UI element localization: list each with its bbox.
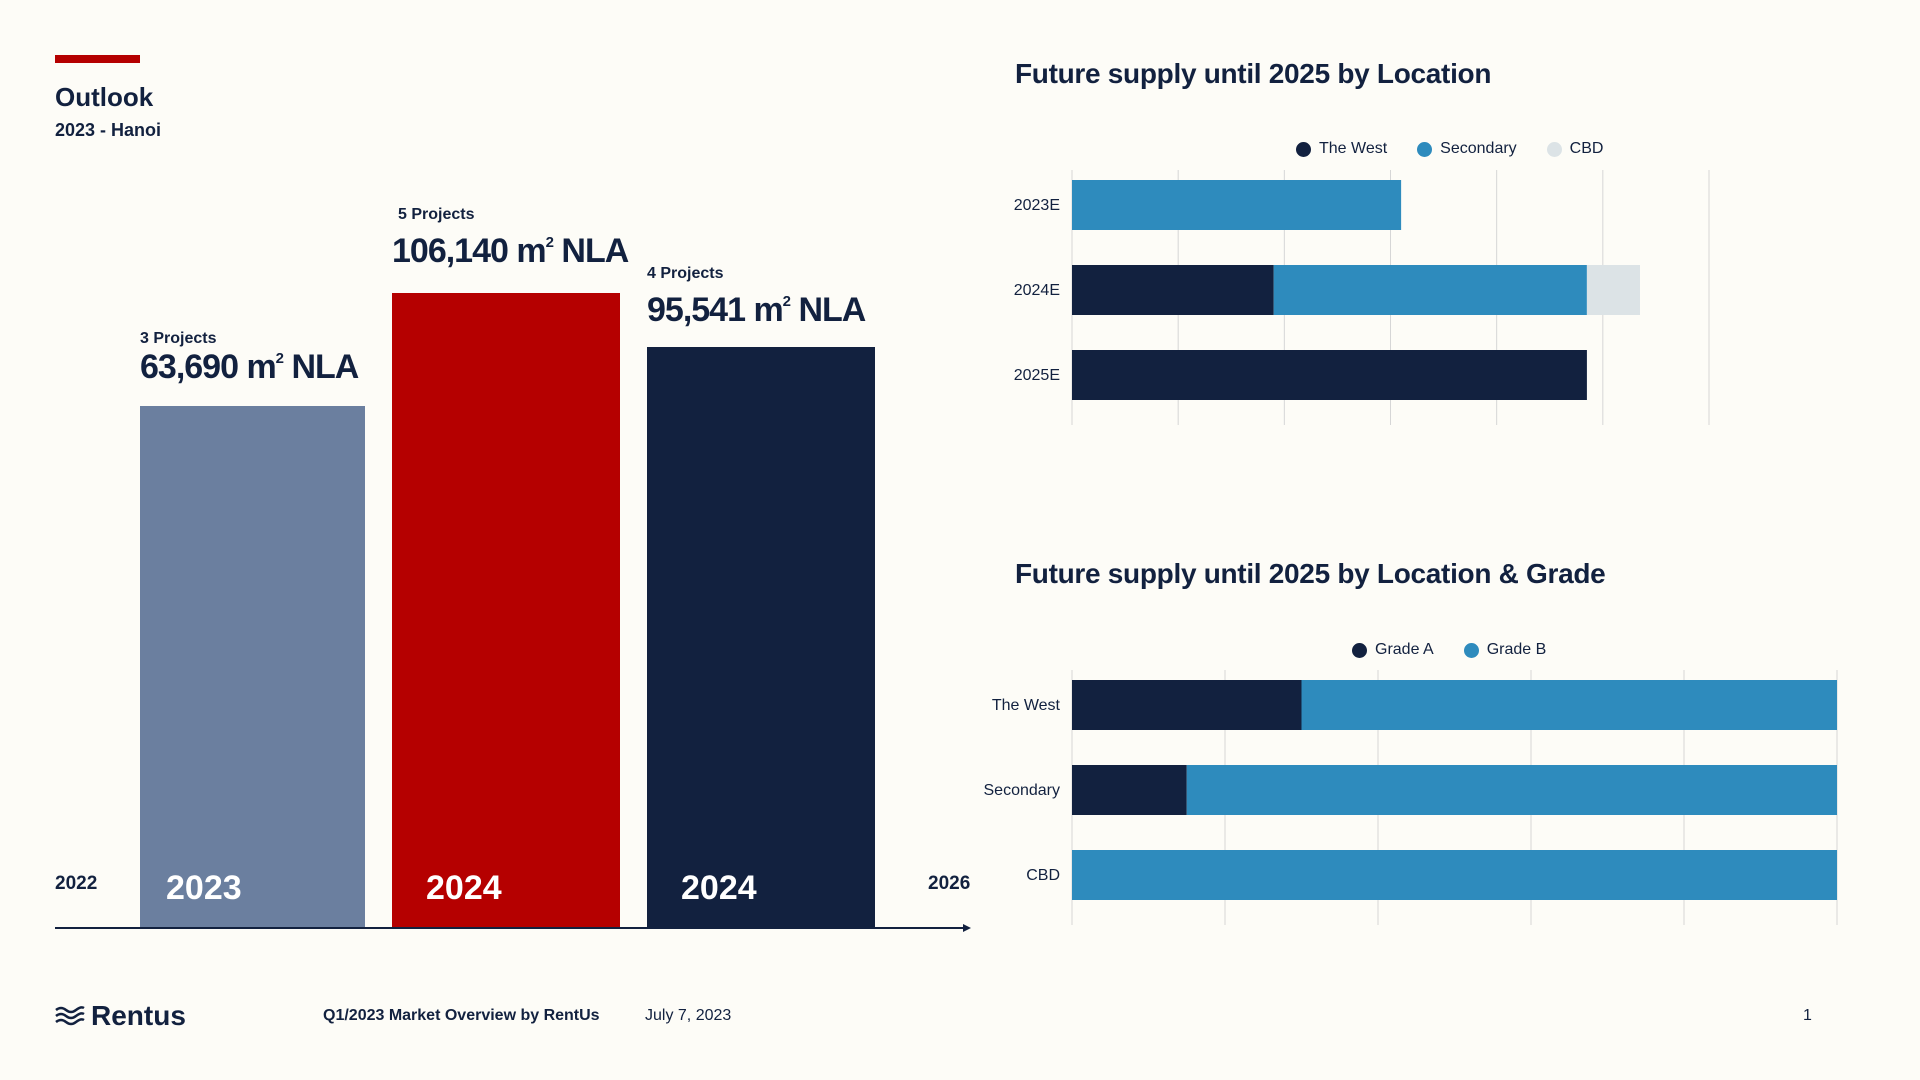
chart1-plot: 0204060801001202023E2024E2025E (1014, 170, 1710, 425)
nla-value: 106,140 m (392, 232, 547, 270)
legend-dot (1352, 642, 1367, 658)
report-title: Q1/2023 Market Overview by RentUs (323, 1007, 600, 1024)
legend-label: The West (1319, 140, 1388, 157)
bar-segment (1072, 350, 1587, 400)
legend-item-grade-b: Grade B (1463, 641, 1547, 659)
start-year-label: 2022 (55, 873, 98, 894)
brand-logo: Rentus (55, 1000, 186, 1032)
nla-value: 63,690 m (140, 348, 277, 386)
page-title: Outlook (55, 82, 154, 112)
bar-year-label: 2024 (426, 869, 502, 907)
chart1-title: Future supply until 2025 by Location (1015, 58, 1492, 89)
bar-segment (1072, 680, 1302, 730)
bar-nla-2023: 63,690 m2 NLA (140, 348, 359, 387)
bar-segment (1072, 765, 1187, 815)
nla-unit: NLA (798, 291, 866, 329)
legend-label: Secondary (1440, 140, 1517, 157)
legend-item-the-west: The West (1296, 140, 1387, 158)
brand-name: Rentus (91, 1000, 186, 1031)
chart1-legend: The West Secondary CBD (1296, 140, 1633, 158)
legend-item-grade-a: Grade A (1352, 641, 1434, 659)
bar-projects-2024a: 5 Projects (398, 206, 475, 223)
end-year-label: 2026 (928, 873, 971, 894)
nla-unit: NLA (291, 348, 359, 386)
bar-year-label: 2024 (681, 869, 757, 907)
nla-exponent: 2 (782, 293, 791, 310)
nla-exponent: 2 (275, 350, 284, 367)
legend-item-cbd: CBD (1546, 140, 1604, 158)
legend-dot (1296, 141, 1311, 157)
timeline-axis (55, 924, 971, 932)
waves-icon (55, 1006, 85, 1026)
outlook-bar-2023: 2023 (140, 406, 365, 928)
bar-nla-2024b: 95,541 m2 NLA (647, 291, 866, 330)
bar-segment (1072, 180, 1402, 230)
y-category-label: CBD (1026, 867, 1060, 884)
outlook-bar-2024a: 2024 (392, 293, 620, 928)
bar-year-label: 2023 (166, 869, 242, 907)
bar-segment (1186, 765, 1837, 815)
legend-dot (1463, 642, 1479, 658)
page-subtitle: 2023 - Hanoi (55, 120, 162, 140)
bar-projects-2024b: 4 Projects (647, 265, 724, 282)
page-number: 1 (1803, 1007, 1812, 1024)
nla-unit: NLA (561, 232, 629, 270)
report-date: July 7, 2023 (645, 1007, 732, 1024)
bar-projects-2023: 3 Projects (140, 330, 217, 347)
nla-value: 95,541 m (647, 291, 784, 329)
legend-label: Grade A (1375, 641, 1434, 658)
nla-exponent: 2 (545, 234, 554, 251)
y-category-label: Secondary (984, 782, 1061, 799)
legend-item-secondary: Secondary (1417, 140, 1517, 158)
outlook-bar-2024b: 2024 (647, 347, 875, 928)
legend-label: Grade B (1486, 641, 1547, 658)
bar-segment (1586, 265, 1640, 315)
bar-segment (1273, 265, 1587, 315)
accent-bar (55, 55, 140, 63)
legend-dot (1417, 141, 1433, 157)
y-category-label: 2025E (1014, 367, 1060, 384)
y-category-label: 2024E (1014, 282, 1060, 299)
bar-segment (1072, 850, 1837, 900)
y-category-label: The West (992, 697, 1061, 714)
bar-nla-2024a: 106,140 m2 NLA (392, 232, 629, 271)
y-category-label: 2023E (1014, 197, 1060, 214)
chart2-legend: Grade A Grade B (1352, 641, 1576, 659)
bar-segment (1072, 265, 1274, 315)
legend-dot (1546, 141, 1562, 157)
bar-segment (1301, 680, 1837, 730)
chart2-title: Future supply until 2025 by Location & G… (1015, 558, 1606, 589)
legend-label: CBD (1569, 140, 1604, 157)
